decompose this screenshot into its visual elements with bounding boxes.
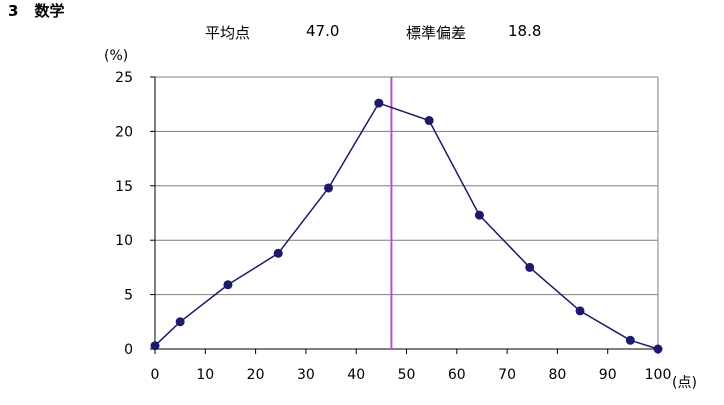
data-point-1 — [175, 317, 185, 327]
x-tick-label-40: 40 — [347, 367, 365, 383]
y-tick-label-10: 10 — [115, 233, 133, 249]
mean-label: 平均点 — [205, 24, 251, 42]
y-tick-label-15: 15 — [115, 179, 133, 195]
series-line-0 — [154, 102, 659, 350]
data-point-4 — [324, 183, 334, 193]
section-heading: 3 数学 — [8, 0, 64, 21]
tick-labels: 0 5 10 15 20 25 0 10 20 30 40 50 60 70 80 90 100 — [115, 70, 671, 383]
data-point-8 — [525, 262, 535, 272]
mean-value: 47.0 — [306, 22, 340, 40]
x-tick-label-50: 50 — [398, 367, 416, 383]
y-tick-label-0: 0 — [124, 342, 133, 358]
data-point-6 — [424, 116, 434, 126]
section-number: 3 — [8, 2, 19, 20]
subject-title: 数学 — [34, 2, 65, 20]
data-point-0 — [150, 341, 160, 351]
x-tick-label-20: 20 — [247, 367, 265, 383]
y-tick-label-20: 20 — [115, 124, 133, 140]
series-layer — [150, 98, 663, 354]
data-point-10 — [625, 335, 635, 345]
x-tick-label-80: 80 — [548, 367, 566, 383]
data-point-3 — [273, 248, 283, 258]
x-tick-label-70: 70 — [498, 367, 516, 383]
x-tick-label-10: 10 — [196, 367, 214, 383]
grid-lines — [155, 76, 659, 349]
data-point-2 — [223, 280, 233, 290]
sd-value: 18.8 — [508, 22, 542, 40]
y-tick-label-25: 25 — [115, 70, 133, 86]
x-axis-label: (点) — [672, 375, 697, 391]
x-tick-label-30: 30 — [297, 367, 315, 383]
sd-label: 標準偏差 — [406, 24, 467, 42]
y-axis-label: (%) — [104, 48, 128, 64]
data-point-9 — [575, 306, 585, 316]
x-tick-label-60: 60 — [448, 367, 466, 383]
x-tick-label-0: 0 — [151, 367, 160, 383]
data-point-7 — [474, 210, 484, 220]
x-tick-label-100: 100 — [645, 367, 672, 383]
data-point-5 — [374, 98, 384, 108]
data-point-11 — [653, 344, 663, 354]
x-tick-label-90: 90 — [599, 367, 617, 383]
y-tick-label-5: 5 — [124, 288, 133, 304]
